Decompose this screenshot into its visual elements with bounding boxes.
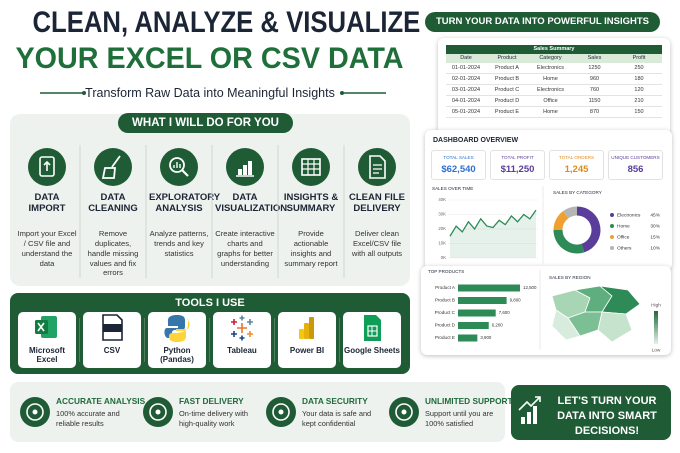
- kpi-value: $62,540: [441, 164, 476, 175]
- table-cell: Product A: [486, 63, 528, 74]
- feature-title: DATA SECURITY: [302, 396, 368, 406]
- table-title: Sales Summary: [446, 45, 662, 54]
- tool-name: Power BI: [289, 346, 325, 355]
- service-description: Deliver clean Excel/CSV file with all ou…: [351, 229, 403, 258]
- kpi-value: 856: [627, 164, 644, 175]
- service-title: DATA CLEANING: [88, 192, 138, 215]
- tool-name: Tableau: [227, 346, 257, 355]
- tool-card: [213, 312, 271, 368]
- table-cell: Product E: [486, 107, 528, 118]
- title-text: YOUR EXCEL OR CSV DATA: [15, 42, 405, 75]
- table-header: Sales: [573, 54, 616, 63]
- features-box: [10, 382, 505, 442]
- title-line: CLEAN, ANALYZE & VISUALIZE: [0, 6, 420, 40]
- table-header: Date: [446, 54, 486, 63]
- table-cell: 03-01-2024: [446, 85, 486, 96]
- kpi-value: 1,245: [564, 164, 589, 175]
- table-cell: 01-01-2024: [446, 63, 486, 74]
- service-title: EXPLORATORY ANALYSIS: [149, 192, 221, 215]
- kpi-value: $11,250: [500, 164, 535, 175]
- table-cell: Office: [528, 96, 573, 107]
- feature-title: ACCURATE ANALYSIS: [56, 396, 146, 406]
- service-description: Create interactive charts and graphs for…: [215, 229, 275, 268]
- feature-description: Your data is safe and kept confidential: [302, 409, 372, 428]
- kpi-label: TOTAL SALES: [443, 155, 474, 160]
- dashboard-title: DASHBOARD OVERVIEW: [433, 137, 519, 144]
- table-cell: 02-01-2024: [446, 74, 486, 85]
- kpi-box: [431, 150, 486, 180]
- table-cell: 250: [616, 63, 662, 74]
- feature-description: 100% accurate and reliable results: [56, 409, 120, 428]
- tool-card: [278, 312, 336, 368]
- table-header: Profit: [616, 54, 662, 63]
- subtitle: Transform Raw Data into Meaningful Insig…: [85, 86, 335, 100]
- table-cell: 1250: [573, 63, 616, 74]
- bottom-card: [421, 266, 671, 355]
- services-heading: WHAT I WILL DO FOR YOU: [118, 113, 293, 133]
- feature-title: UNLIMITED SUPPORT: [425, 396, 513, 406]
- service-description: Analyze patterns, trends and key statist…: [149, 229, 209, 258]
- services-box: [10, 114, 410, 286]
- service-title: DATA VISUALIZATION: [215, 192, 288, 215]
- table-cell: Home: [528, 107, 573, 118]
- title-text: CLEAN, ANALYZE & VISUALIZE: [32, 6, 421, 39]
- table-cell: 1150: [573, 96, 616, 107]
- tool-name: Google Sheets: [343, 346, 400, 355]
- feature-title: FAST DELIVERY: [179, 396, 244, 406]
- feature-description: On-time delivery with high-quality work: [179, 409, 248, 428]
- table-cell: 120: [616, 85, 662, 96]
- cta-box: [511, 385, 671, 440]
- table-cell: 760: [573, 85, 616, 96]
- service-description: Provide actionable insights and summary …: [284, 229, 338, 268]
- feature-description: Support until you are 100% satisfied: [425, 409, 494, 428]
- kpi-label: TOTAL PROFIT: [501, 155, 534, 160]
- kpi-box: [490, 150, 545, 180]
- kpi-box: [608, 150, 663, 180]
- table-cell: Product D: [486, 96, 528, 107]
- kpi-label: UNIQUE CUSTOMERS: [611, 155, 660, 160]
- table-cell: Electronics: [528, 63, 573, 74]
- table-cell: Product B: [486, 74, 528, 85]
- kpi-box: [549, 150, 604, 180]
- table-header: Product: [486, 54, 528, 63]
- table-cell: 150: [616, 107, 662, 118]
- table-cell: Home: [528, 74, 573, 85]
- service-title: INSIGHTS & SUMMARY: [283, 192, 339, 215]
- table-header: Category: [528, 54, 573, 63]
- table-cell: Product C: [486, 85, 528, 96]
- tools-heading: TOOLS I USE: [175, 297, 245, 309]
- service-description: Import your Excel / CSV file and underst…: [17, 229, 77, 268]
- tool-card: [343, 312, 401, 368]
- banner: TURN YOUR DATA INTO POWERFUL INSIGHTS: [425, 12, 660, 32]
- table-cell: 180: [616, 74, 662, 85]
- tool-card: [83, 312, 141, 368]
- tool-name: CSV: [103, 346, 121, 355]
- service-title: CLEAN FILE DELIVERY: [349, 192, 405, 215]
- table-cell: 960: [573, 74, 616, 85]
- service-description: Remove duplicates, handle missing values…: [87, 229, 139, 278]
- table-cell: 04-01-2024: [446, 96, 486, 107]
- service-title: DATA IMPORT: [28, 192, 66, 215]
- tool-name: Microsoft Excel: [29, 346, 65, 365]
- table-cell: 05-01-2024: [446, 107, 486, 118]
- kpi-label: TOTAL ORDERS: [558, 155, 595, 160]
- table-cell: 870: [573, 107, 616, 118]
- title-line: YOUR EXCEL OR CSV DATA: [0, 42, 420, 76]
- cta-text: LET'S TURN YOUR DATA INTO SMART DECISION…: [557, 395, 657, 437]
- table-cell: 210: [616, 96, 662, 107]
- table-cell: Electronics: [528, 85, 573, 96]
- tool-name: Python (Pandas): [160, 346, 194, 365]
